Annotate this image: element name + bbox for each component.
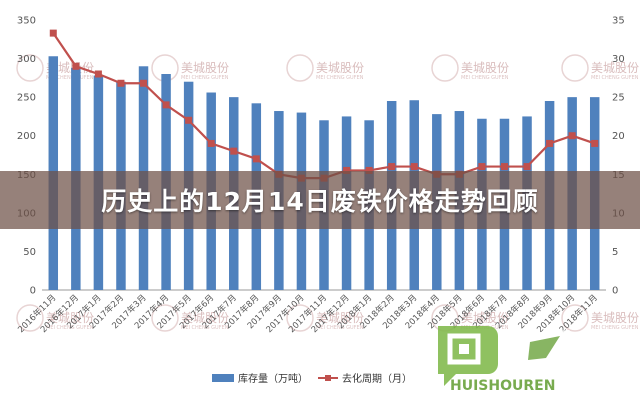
y-left-tick-label: 200 xyxy=(17,131,36,142)
line-point xyxy=(252,155,260,163)
line-point xyxy=(478,163,486,171)
watermark-sub: MEI CHENG GUFEN xyxy=(316,325,364,331)
y-left-tick-label: 0 xyxy=(30,286,36,297)
logo-glyph-box xyxy=(447,333,481,365)
line-point xyxy=(523,163,531,171)
watermark-brand: 美城股份 xyxy=(591,311,639,325)
line-point xyxy=(568,132,576,140)
huishouren-logo: HUISHOUREN xyxy=(438,326,570,394)
line-point xyxy=(185,116,193,124)
logo-emblem xyxy=(438,326,498,386)
line-point xyxy=(410,163,418,171)
y-left-axis: 050100150200250300350 xyxy=(17,16,36,297)
line-point xyxy=(117,79,125,87)
y-right-tick-label: 35 xyxy=(612,16,625,27)
line-point xyxy=(500,163,508,171)
logo-leaf-shade xyxy=(528,336,560,360)
y-right-tick-label: 0 xyxy=(612,286,618,297)
watermark-seal-icon xyxy=(431,54,459,82)
y-right-tick-label: 5 xyxy=(612,247,618,258)
y-right-tick-label: 25 xyxy=(612,93,625,104)
watermark-brand: 美城股份 xyxy=(591,61,639,75)
watermark-brand: 美城股份 xyxy=(461,311,509,325)
logo-text: HUISHOUREN xyxy=(450,378,555,394)
title-banner: 历史上的12月14日废铁价格走势回顾 xyxy=(0,171,640,229)
watermark-seal-icon xyxy=(286,54,314,82)
line-point xyxy=(207,139,215,147)
line-point xyxy=(72,62,80,70)
y-left-tick-label: 250 xyxy=(17,93,36,104)
watermark-brand: 美城股份 xyxy=(181,311,229,325)
logo-glyph-inner xyxy=(459,344,469,354)
watermark-sub: MEI CHENG GUFEN xyxy=(591,325,639,331)
y-left-tick-label: 300 xyxy=(17,54,36,65)
line-point xyxy=(94,70,102,78)
line-point xyxy=(49,29,57,37)
watermark-sub: MEI CHENG GUFEN xyxy=(461,75,509,81)
watermark-seal-icon xyxy=(151,304,179,332)
legend-label-line: 去化周期（月） xyxy=(342,372,412,385)
watermark-brand: 美城股份 xyxy=(316,311,364,325)
line-point xyxy=(388,163,396,171)
legend-swatch-line-marker xyxy=(325,375,331,381)
y-right-tick-label: 30 xyxy=(612,54,625,65)
page-title: 历史上的12月14日废铁价格走势回顾 xyxy=(101,187,539,216)
y-left-tick-label: 350 xyxy=(17,16,36,27)
watermark-sub: MEI CHENG GUFEN xyxy=(591,75,639,81)
watermark-seal-icon xyxy=(286,304,314,332)
line-point xyxy=(230,147,238,155)
watermark-brand: 美城股份 xyxy=(181,61,229,75)
watermark-sub: MEI CHENG GUFEN xyxy=(46,325,94,331)
legend-label-bar: 库存量（万吨） xyxy=(238,372,308,385)
watermark-sub: MEI CHENG GUFEN xyxy=(181,75,229,81)
watermark-brand: 美城股份 xyxy=(461,61,509,75)
watermark-brand: 美城股份 xyxy=(316,61,364,75)
watermark-seal-icon xyxy=(16,54,44,82)
y-left-tick-label: 50 xyxy=(23,247,36,258)
line-point xyxy=(343,166,351,174)
line-point xyxy=(546,139,554,147)
legend-swatch-bar xyxy=(212,374,234,382)
y-right-tick-label: 20 xyxy=(612,131,625,142)
line-point xyxy=(591,139,599,147)
watermark-brand: 美城股份 xyxy=(46,311,94,325)
legend: 库存量（万吨） 去化周期（月） xyxy=(212,372,412,385)
watermark-seal-icon xyxy=(561,54,589,82)
watermark-sub: MEI CHENG GUFEN xyxy=(46,75,94,81)
line-point xyxy=(365,166,373,174)
line-point xyxy=(140,79,148,87)
watermark-sub: MEI CHENG GUFEN xyxy=(316,75,364,81)
watermark-seal-icon xyxy=(561,304,589,332)
line-point xyxy=(162,101,170,109)
watermark-seal-icon xyxy=(16,304,44,332)
y-right-axis: 05101520253035 xyxy=(612,16,625,297)
watermark-sub: MEI CHENG GUFEN xyxy=(181,325,229,331)
